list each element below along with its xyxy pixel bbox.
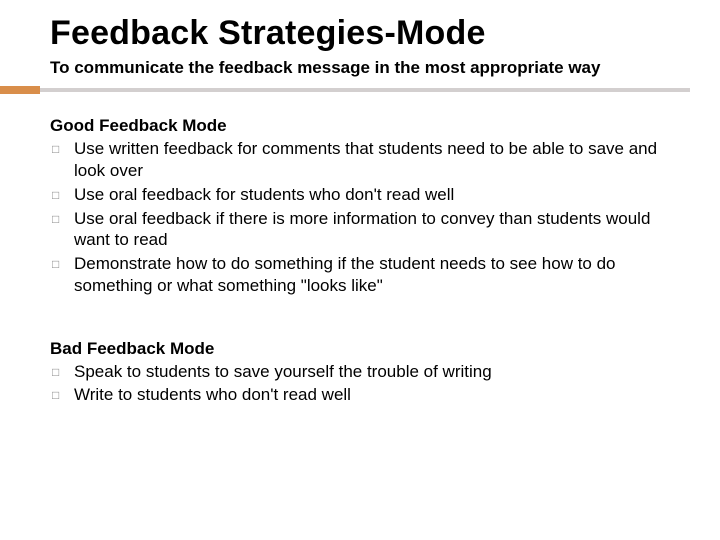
list-item-text: Speak to students to save yourself the t… [74,361,670,383]
list-item: □ Use written feedback for comments that… [50,138,670,182]
bullet-icon: □ [50,208,74,227]
section-spacer [50,299,670,317]
section-heading-good: Good Feedback Mode [50,116,670,136]
list-item-text: Use oral feedback for students who don't… [74,184,670,206]
list-item-text: Use written feedback for comments that s… [74,138,670,182]
list-item: □ Speak to students to save yourself the… [50,361,670,383]
title-rule-line [40,88,690,92]
bullet-icon: □ [50,184,74,203]
list-item: □ Demonstrate how to do something if the… [50,253,670,297]
bullet-list-good: □ Use written feedback for comments that… [50,138,670,296]
list-item: □ Use oral feedback if there is more inf… [50,208,670,252]
bullet-icon: □ [50,253,74,272]
list-item: □ Write to students who don't read well [50,384,670,406]
bullet-icon: □ [50,384,74,403]
slide-title: Feedback Strategies-Mode [50,14,670,53]
bullet-icon: □ [50,361,74,380]
list-item: □ Use oral feedback for students who don… [50,184,670,206]
title-rule [0,84,720,94]
list-item-text: Demonstrate how to do something if the s… [74,253,670,297]
section-heading-bad: Bad Feedback Mode [50,339,670,359]
list-item-text: Write to students who don't read well [74,384,670,406]
bullet-list-bad: □ Speak to students to save yourself the… [50,361,670,407]
slide: Feedback Strategies-Mode To communicate … [0,0,720,540]
title-rule-accent [0,86,40,94]
slide-subtitle: To communicate the feedback message in t… [50,57,670,78]
bullet-icon: □ [50,138,74,157]
list-item-text: Use oral feedback if there is more infor… [74,208,670,252]
